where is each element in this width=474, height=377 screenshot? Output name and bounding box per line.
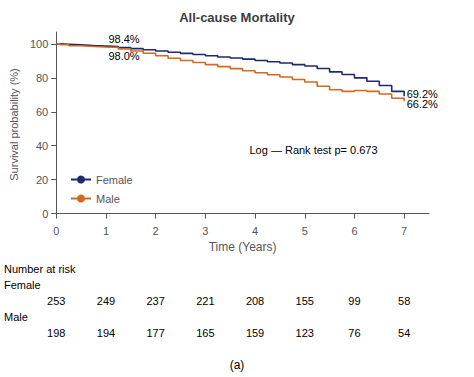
svg-text:1: 1: [103, 225, 109, 237]
svg-text:Log — Rank test p= 0.673: Log — Rank test p= 0.673: [249, 144, 377, 156]
svg-text:Survival probability (%): Survival probability (%): [8, 68, 20, 180]
svg-text:3: 3: [202, 225, 208, 237]
svg-text:All-cause Mortality: All-cause Mortality: [179, 10, 295, 25]
svg-text:2: 2: [153, 225, 159, 237]
svg-text:58: 58: [398, 295, 410, 307]
svg-text:40: 40: [36, 140, 48, 152]
svg-text:123: 123: [296, 327, 314, 339]
svg-text:60: 60: [36, 106, 48, 118]
svg-text:249: 249: [97, 295, 115, 307]
svg-text:194: 194: [97, 327, 115, 339]
svg-text:100: 100: [30, 38, 48, 50]
svg-text:Male: Male: [96, 193, 120, 205]
svg-text:221: 221: [196, 295, 214, 307]
svg-text:5: 5: [302, 225, 308, 237]
svg-text:198: 198: [47, 327, 65, 339]
svg-text:54: 54: [398, 327, 410, 339]
svg-text:7: 7: [401, 225, 407, 237]
svg-text:0: 0: [42, 208, 48, 220]
svg-text:237: 237: [146, 295, 164, 307]
svg-text:80: 80: [36, 72, 48, 84]
svg-text:165: 165: [196, 327, 214, 339]
svg-text:Female: Female: [96, 174, 133, 186]
svg-text:208: 208: [246, 295, 264, 307]
svg-text:6: 6: [351, 225, 357, 237]
svg-text:(a): (a): [230, 358, 245, 372]
svg-text:98.0%: 98.0%: [108, 50, 139, 62]
svg-text:4: 4: [252, 225, 258, 237]
svg-text:66.2%: 66.2%: [407, 98, 438, 110]
svg-text:155: 155: [296, 295, 314, 307]
svg-text:Female: Female: [4, 279, 41, 291]
svg-text:76: 76: [348, 327, 360, 339]
svg-text:0: 0: [53, 225, 59, 237]
svg-text:Time (Years): Time (Years): [209, 240, 277, 254]
svg-text:69.2%: 69.2%: [406, 87, 438, 100]
svg-text:177: 177: [146, 327, 164, 339]
svg-text:20: 20: [36, 174, 48, 186]
svg-text:159: 159: [246, 327, 264, 339]
svg-text:Male: Male: [4, 311, 28, 323]
svg-text:253: 253: [47, 295, 65, 307]
svg-text:99: 99: [348, 295, 360, 307]
svg-text:98.4%: 98.4%: [108, 33, 139, 45]
svg-text:Number at risk: Number at risk: [4, 263, 76, 275]
